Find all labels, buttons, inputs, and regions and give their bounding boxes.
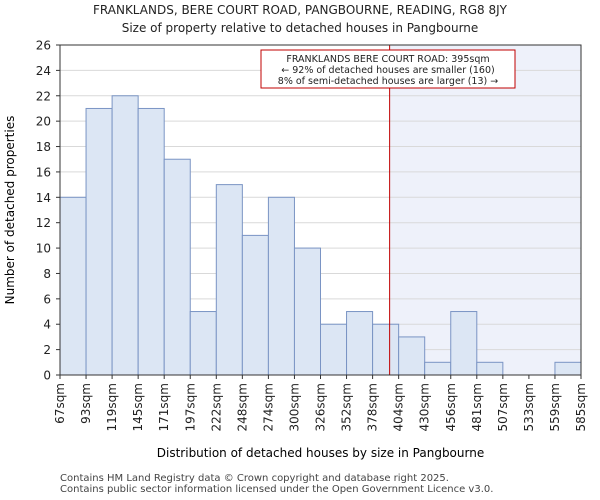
x-tick-label: 507sqm <box>496 383 510 431</box>
x-tick-label: 456sqm <box>444 383 458 431</box>
bar-378sqm <box>372 323 400 376</box>
y-tick-label: 12 <box>36 216 51 230</box>
bars <box>59 95 582 376</box>
bar-481sqm <box>476 361 504 376</box>
bar-456sqm <box>450 311 478 376</box>
bar-93sqm <box>85 107 113 376</box>
bar-559sqm <box>554 361 582 376</box>
x-tick-label: 404sqm <box>392 383 406 431</box>
x-tick-label: 430sqm <box>418 383 432 431</box>
annotation-line-3: 8% of semi-detached houses are larger (1… <box>278 76 498 87</box>
y-tick-label: 2 <box>43 343 51 357</box>
footer-licence: Contains public sector information licen… <box>60 484 494 495</box>
x-axis-label: Distribution of detached houses by size … <box>157 446 484 460</box>
y-tick-label: 8 <box>43 267 51 281</box>
y-axis-label: Number of detached properties <box>3 116 17 305</box>
x-tick-label: 326sqm <box>314 383 328 431</box>
x-tick-label: 300sqm <box>287 383 301 431</box>
x-tick-label: 352sqm <box>340 383 354 431</box>
y-tick-label: 6 <box>43 292 51 306</box>
x-tick-label: 93sqm <box>79 383 93 424</box>
highlight-region <box>389 45 581 375</box>
x-tick-label: 248sqm <box>235 383 249 431</box>
bar-197sqm <box>189 311 217 376</box>
y-tick-label: 18 <box>36 140 51 154</box>
y-tick-label: 22 <box>36 89 51 103</box>
chart-title: FRANKLANDS, BERE COURT ROAD, PANGBOURNE,… <box>93 3 507 17</box>
bar-119sqm <box>111 95 139 376</box>
bar-248sqm <box>241 234 269 376</box>
bar-67sqm <box>59 196 87 376</box>
bar-300sqm <box>293 247 322 376</box>
bar-145sqm <box>137 107 165 376</box>
x-ticks: 67sqm 93sqm 119sqm 145sqm 171sqm 197sqm 222sqm… <box>53 375 588 431</box>
bar-404sqm <box>398 336 426 376</box>
y-tick-label: 20 <box>36 115 51 129</box>
annotation-line-2: ← 92% of detached houses are smaller (16… <box>281 65 494 76</box>
x-tick-label: 145sqm <box>131 383 145 431</box>
x-tick-label: 559sqm <box>548 383 562 431</box>
footer-copyright: Contains HM Land Registry data © Crown c… <box>60 473 449 484</box>
annotation-box: FRANKLANDS BERE COURT ROAD: 395sqm ← 92%… <box>260 49 516 89</box>
x-tick-label: 274sqm <box>261 383 275 431</box>
bar-430sqm <box>424 361 452 376</box>
x-tick-label: 533sqm <box>522 383 536 431</box>
x-tick-label: 222sqm <box>209 383 223 431</box>
bar-326sqm <box>320 323 348 376</box>
x-tick-label: 585sqm <box>574 383 588 431</box>
chart-subtitle: Size of property relative to detached ho… <box>121 21 479 35</box>
x-tick-label: 67sqm <box>53 383 67 424</box>
y-tick-label: 24 <box>36 64 51 78</box>
y-tick-label: 10 <box>36 242 51 256</box>
x-tick-label: 197sqm <box>183 383 197 431</box>
y-tick-label: 0 <box>43 369 51 383</box>
y-tick-label: 14 <box>36 191 51 205</box>
x-tick-label: 119sqm <box>105 383 119 431</box>
bar-171sqm <box>163 158 191 376</box>
x-tick-label: 378sqm <box>366 383 380 431</box>
bar-274sqm <box>267 196 295 376</box>
y-tick-label: 4 <box>43 318 51 332</box>
x-tick-label: 171sqm <box>157 383 171 431</box>
bar-352sqm <box>346 311 374 376</box>
x-tick-label: 481sqm <box>470 383 484 431</box>
bar-222sqm <box>215 184 243 376</box>
y-tick-label: 26 <box>36 39 51 53</box>
annotation-line-1: FRANKLANDS BERE COURT ROAD: 395sqm <box>286 54 489 65</box>
y-tick-label: 16 <box>36 165 51 179</box>
